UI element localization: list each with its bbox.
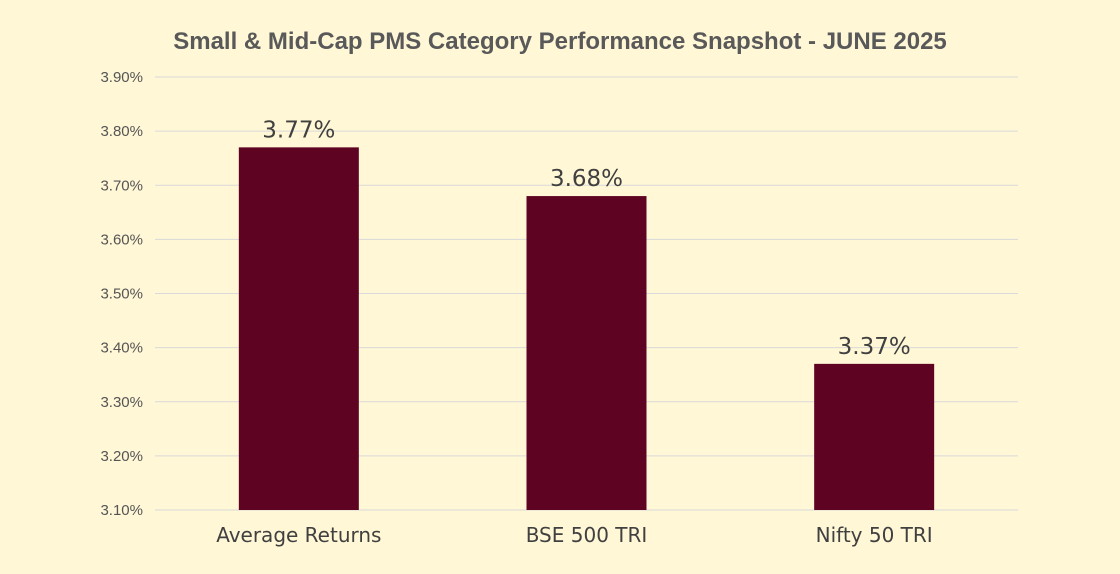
y-tick-label: 3.60% bbox=[100, 231, 143, 248]
y-tick-label: 3.90% bbox=[100, 69, 143, 86]
x-tick-label: BSE 500 TRI bbox=[526, 523, 648, 547]
chart-title: Small & Mid-Cap PMS Category Performance… bbox=[173, 28, 947, 55]
x-axis: Average Returns BSE 500 TRI Nifty 50 TRI bbox=[216, 523, 933, 547]
bar-layer bbox=[238, 147, 935, 511]
bar-1 bbox=[238, 147, 359, 511]
x-tick-label: Nifty 50 TRI bbox=[816, 523, 933, 547]
y-tick-label: 3.10% bbox=[100, 502, 143, 519]
y-tick-label: 3.20% bbox=[100, 448, 143, 465]
y-tick-label: 3.50% bbox=[100, 286, 143, 303]
x-tick-label: Average Returns bbox=[216, 523, 381, 547]
y-axis: 3.10% 3.20% 3.30% 3.40% 3.50% 3.60% 3.70% 3.80%… bbox=[100, 69, 143, 519]
data-label-layer: 3.77% 3.68% 3.37% bbox=[262, 117, 910, 359]
y-tick-label: 3.70% bbox=[100, 177, 143, 194]
data-label: 3.68% bbox=[550, 166, 623, 192]
bar-2 bbox=[526, 196, 647, 510]
data-label: 3.37% bbox=[838, 334, 911, 360]
y-tick-label: 3.40% bbox=[100, 340, 143, 357]
y-tick-label: 3.80% bbox=[100, 123, 143, 140]
y-tick-label: 3.30% bbox=[100, 394, 143, 411]
data-label: 3.77% bbox=[262, 117, 335, 143]
bar-3 bbox=[814, 363, 935, 510]
